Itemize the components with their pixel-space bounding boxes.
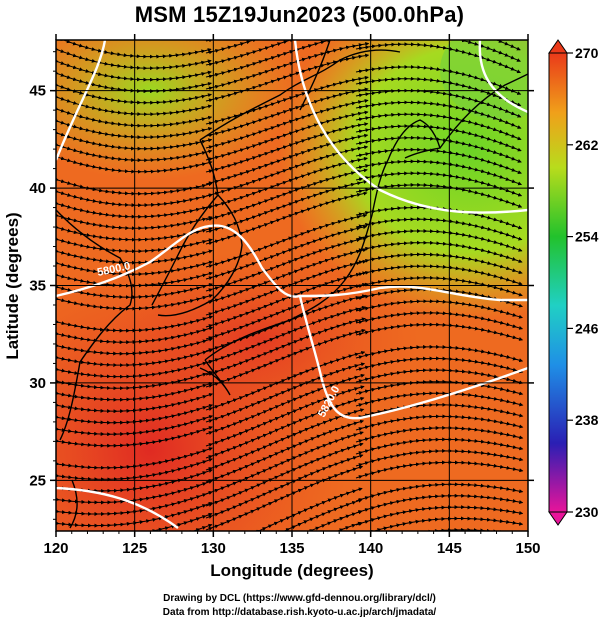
coast-sakhalin [299, 40, 331, 111]
streamline [355, 379, 524, 396]
colorbar-max-arrow [548, 39, 568, 54]
streamline [356, 564, 522, 585]
y-tick-label: 30 [29, 375, 46, 392]
wind-streamlines [46, 0, 524, 585]
streamline [355, 182, 523, 208]
contour-5820-main [298, 295, 528, 420]
lat-lon-grid [56, 40, 528, 531]
colorbar-label: 246 [575, 320, 599, 336]
streamline [355, 42, 522, 74]
colorbar-scale [548, 52, 568, 513]
streamline [355, 344, 524, 363]
x-axis-title: Longitude (degrees) [210, 561, 373, 580]
streamline [208, 510, 363, 531]
streamline [355, 437, 524, 455]
credit-drawing: Drawing by DCL (https://www.gfd-dennou.o… [163, 593, 436, 604]
streamline [356, 9, 520, 39]
y-axis-title: Latitude (degrees) [3, 212, 22, 359]
streamline [355, 493, 524, 514]
streamline [355, 391, 524, 408]
cold-core-northeast [440, 40, 528, 120]
colorbar-label: 238 [575, 412, 599, 428]
streamline [355, 482, 524, 502]
y-tick-label: 35 [29, 278, 46, 295]
streamline [56, 152, 213, 174]
streamline [46, 557, 212, 584]
height-contours [56, 40, 528, 529]
colorbar-min-arrow [548, 511, 568, 526]
y-axis: 25 30 35 40 45 [29, 51, 534, 520]
contour-5800 [56, 224, 528, 302]
y-tick-label: 45 [29, 83, 46, 100]
coast-china-south [59, 361, 81, 441]
streamline [56, 426, 213, 448]
streamline [56, 294, 214, 311]
streamline [355, 356, 524, 374]
contour-northwest [56, 40, 107, 161]
streamline [355, 448, 524, 467]
x-axis: 120 125 130 135 140 145 150 [43, 34, 541, 557]
x-tick-label: 145 [437, 540, 462, 557]
streamline [355, 414, 524, 431]
colorbar-label: 230 [575, 504, 599, 520]
contour-north [293, 40, 528, 214]
coast-japan-honshu [204, 159, 389, 361]
streamline [355, 299, 523, 319]
streamline [56, 512, 213, 531]
credits: Drawing by DCL (https://www.gfd-dennou.o… [0, 592, 599, 620]
streamline [355, 460, 524, 479]
coast-korea-east [157, 194, 243, 317]
streamline [355, 425, 524, 443]
streamline [46, 10, 211, 35]
coastlines [56, 40, 528, 529]
coast-kuril [439, 73, 528, 149]
coast-taiwan [69, 479, 78, 529]
x-tick-label: 135 [279, 540, 304, 557]
coast-hokkaido [387, 119, 441, 161]
y-tick-label: 25 [29, 472, 46, 489]
streamline [355, 310, 524, 330]
streamline [206, 0, 369, 29]
coast-korea-west [151, 139, 219, 306]
streamline [355, 402, 524, 420]
streamline [355, 322, 524, 341]
streamline [206, 0, 369, 17]
map-title: MSM 15Z19Jun2023 (500.0hPa) [134, 2, 465, 27]
colorbar-label: 270 [575, 45, 599, 61]
contour-5820-sw [56, 486, 179, 529]
y-tick-label: 40 [29, 180, 46, 197]
streamline [355, 368, 524, 385]
colorbar-label: 262 [575, 137, 599, 153]
x-tick-label: 125 [122, 540, 147, 557]
x-tick-label: 140 [358, 540, 383, 557]
x-tick-label: 130 [201, 540, 226, 557]
coast-china [56, 209, 133, 363]
x-tick-label: 150 [515, 540, 540, 557]
colorbar-label: 254 [575, 229, 599, 245]
contour-northeast [478, 40, 528, 114]
streamline [205, 40, 370, 43]
streamline [208, 498, 363, 531]
colorbar: 270 262 254 246 238 230 [548, 39, 599, 526]
x-tick-label: 120 [43, 540, 68, 557]
credit-data: Data from http://database.rish.kyoto-u.a… [162, 607, 437, 618]
